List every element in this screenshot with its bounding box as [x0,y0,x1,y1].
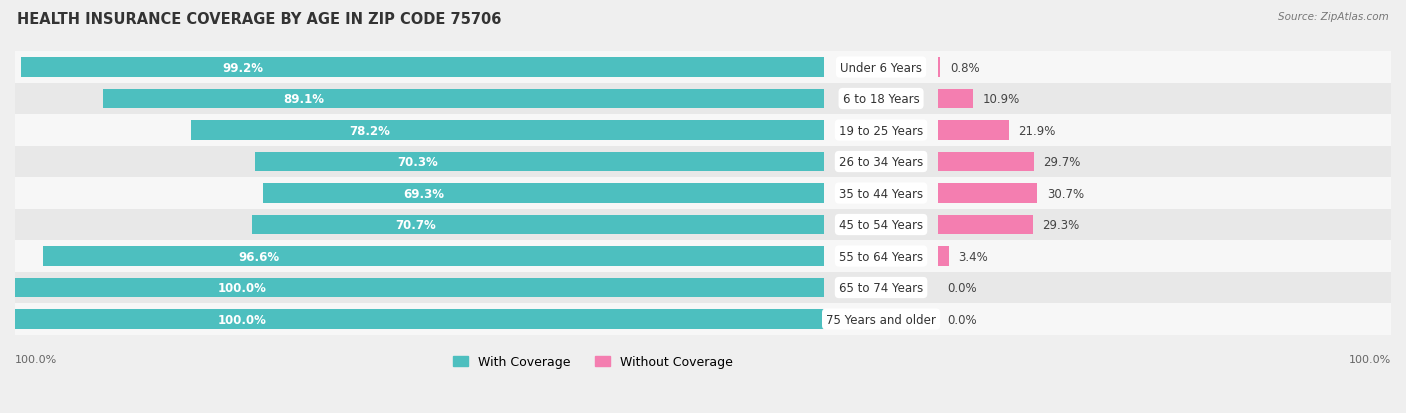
Text: 100.0%: 100.0% [218,313,266,326]
Text: 3.4%: 3.4% [959,250,988,263]
Text: 0.0%: 0.0% [948,281,977,294]
Text: 89.1%: 89.1% [284,93,325,106]
Text: 0.8%: 0.8% [950,62,980,74]
Text: 69.3%: 69.3% [404,187,444,200]
Bar [15,115,1391,147]
Bar [15,209,1391,241]
Bar [15,241,1391,272]
Text: 55 to 64 Years: 55 to 64 Years [839,250,924,263]
Text: 96.6%: 96.6% [238,250,280,263]
Text: 100.0%: 100.0% [218,281,266,294]
Text: 78.2%: 78.2% [350,124,391,137]
Text: 26 to 34 Years: 26 to 34 Years [839,156,924,169]
Text: 99.2%: 99.2% [222,62,263,74]
Bar [15,304,1391,335]
Text: 19 to 25 Years: 19 to 25 Years [839,124,924,137]
Text: 75 Years and older: 75 Years and older [827,313,936,326]
Bar [15,272,1391,304]
Bar [938,247,949,266]
Text: 65 to 74 Years: 65 to 74 Years [839,281,924,294]
Bar [42,247,824,266]
Text: 29.3%: 29.3% [1042,218,1080,231]
Bar [15,52,1391,83]
Bar [15,147,1391,178]
Bar [103,90,824,109]
Text: 29.7%: 29.7% [1043,156,1081,169]
Text: 45 to 54 Years: 45 to 54 Years [839,218,924,231]
Bar [938,58,941,78]
Text: 10.9%: 10.9% [983,93,1019,106]
Bar [21,58,824,78]
Text: 0.0%: 0.0% [948,313,977,326]
Text: Source: ZipAtlas.com: Source: ZipAtlas.com [1278,12,1389,22]
Legend: With Coverage, Without Coverage: With Coverage, Without Coverage [453,355,733,368]
Text: 70.7%: 70.7% [395,218,436,231]
Text: Under 6 Years: Under 6 Years [839,62,922,74]
Bar [252,215,824,235]
Bar [938,184,1038,203]
Bar [15,83,1391,115]
Text: 35 to 44 Years: 35 to 44 Years [839,187,924,200]
Text: 21.9%: 21.9% [1018,124,1056,137]
Text: 30.7%: 30.7% [1047,187,1084,200]
Bar [938,121,1008,140]
Bar [15,309,824,329]
Text: 70.3%: 70.3% [398,156,439,169]
Bar [191,121,824,140]
Bar [938,215,1032,235]
Text: 6 to 18 Years: 6 to 18 Years [842,93,920,106]
Bar [938,90,973,109]
Bar [15,278,824,298]
Text: 100.0%: 100.0% [1348,354,1391,364]
Bar [256,152,824,172]
Bar [263,184,824,203]
Bar [15,178,1391,209]
Bar [938,152,1033,172]
Text: HEALTH INSURANCE COVERAGE BY AGE IN ZIP CODE 75706: HEALTH INSURANCE COVERAGE BY AGE IN ZIP … [17,12,502,27]
Text: 100.0%: 100.0% [15,354,58,364]
